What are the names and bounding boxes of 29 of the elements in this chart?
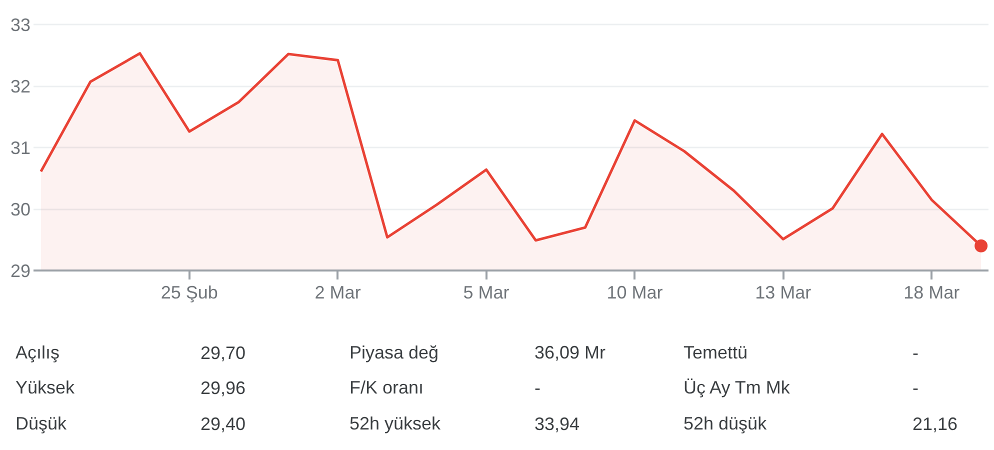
y-tick-label: 29 xyxy=(10,261,31,281)
text: F/K oranı xyxy=(350,378,424,398)
text: 33,94 xyxy=(534,414,580,434)
text: 52h yüksek xyxy=(350,414,442,434)
text: 29,70 xyxy=(200,343,246,363)
text: - xyxy=(912,378,918,398)
text: Yüksek xyxy=(16,378,76,398)
text: 29,96 xyxy=(200,378,246,398)
y-tick-label: 31 xyxy=(10,138,31,158)
text: - xyxy=(912,343,918,363)
text: 21,16 xyxy=(912,414,958,434)
text: Piyasa değ xyxy=(350,342,439,362)
text: Düşük xyxy=(16,414,68,434)
text: 36,09 Mr xyxy=(534,342,606,362)
y-tick-label: 30 xyxy=(10,200,31,220)
text: - xyxy=(534,378,540,398)
x-tick-label: 18 Mar xyxy=(904,282,960,302)
y-tick-label: 32 xyxy=(10,76,31,96)
text: Üç Ay Tm Mk xyxy=(684,378,791,398)
text: Açılış xyxy=(16,342,60,362)
text: 29,40 xyxy=(200,414,246,434)
text: 52h düşük xyxy=(684,414,768,434)
y-tick-label: 33 xyxy=(10,15,31,35)
x-tick-label: 2 Mar xyxy=(314,282,361,302)
x-tick-label: 25 Şub xyxy=(160,282,218,302)
x-tick-label: 5 Mar xyxy=(463,282,510,302)
x-tick-label: 10 Mar xyxy=(606,282,663,302)
x-tick-label: 13 Mar xyxy=(755,282,812,302)
text: Temettü xyxy=(684,342,748,362)
